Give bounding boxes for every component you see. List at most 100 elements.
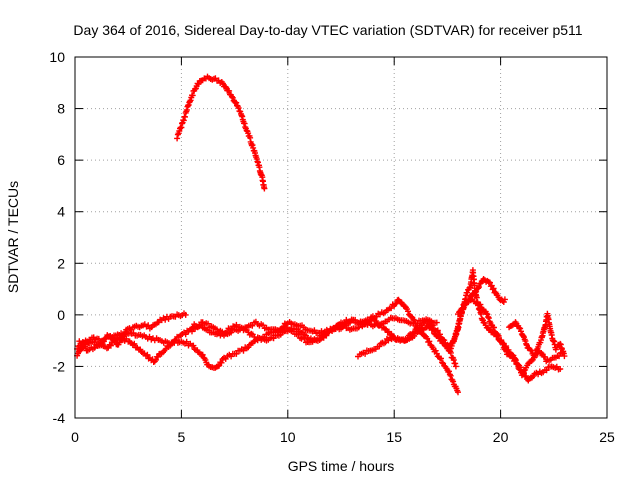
x-tick-label: 20 — [493, 429, 509, 445]
data-point — [218, 359, 225, 366]
data-point — [295, 331, 302, 338]
x-tick-label: 5 — [178, 429, 186, 445]
data-point — [240, 347, 247, 354]
data-point — [491, 324, 497, 331]
data-point — [174, 135, 181, 142]
x-axis-label: GPS time / hours — [288, 458, 395, 474]
data-points — [74, 73, 568, 396]
data-point — [219, 80, 226, 87]
data-point — [523, 373, 530, 379]
data-point — [501, 296, 508, 303]
data-point — [332, 326, 339, 332]
data-point — [455, 389, 461, 396]
data-point — [483, 310, 490, 317]
data-point — [107, 342, 114, 349]
data-point — [531, 354, 538, 361]
x-tick-label: 10 — [280, 429, 296, 445]
data-point — [311, 327, 318, 334]
data-point — [82, 343, 89, 350]
data-point — [518, 328, 524, 335]
data-point — [473, 288, 480, 295]
data-point — [205, 320, 211, 327]
data-point — [362, 350, 369, 357]
data-point — [155, 353, 161, 360]
data-point — [430, 326, 436, 333]
data-point — [233, 350, 240, 357]
data-point — [195, 81, 202, 88]
y-axis-label: SDTVAR / TECUs — [5, 181, 21, 293]
y-tick-label: -2 — [53, 358, 66, 374]
data-point — [475, 285, 482, 292]
data-point — [450, 378, 457, 385]
data-point — [182, 331, 189, 338]
data-point — [392, 301, 399, 308]
chart-title: Day 364 of 2016, Sidereal Day-to-day VTE… — [73, 22, 582, 38]
data-point — [485, 315, 492, 322]
data-point — [199, 351, 206, 358]
data-point — [476, 284, 482, 291]
data-point — [433, 319, 440, 326]
data-point — [229, 94, 236, 101]
x-tick-label: 25 — [599, 429, 615, 445]
data-point — [183, 338, 190, 345]
data-point — [495, 332, 502, 339]
data-point — [316, 335, 323, 342]
data-point — [186, 98, 193, 105]
y-tick-label: -4 — [53, 410, 66, 426]
data-point — [439, 359, 446, 366]
data-point — [405, 308, 411, 315]
x-tick-label: 0 — [71, 429, 79, 445]
data-point — [447, 372, 454, 379]
data-point — [95, 335, 102, 342]
data-point — [223, 84, 230, 91]
data-point — [543, 367, 550, 374]
x-tick-label: 15 — [386, 429, 402, 445]
series-arc-g — [455, 296, 564, 384]
y-tick-label: 10 — [49, 49, 65, 65]
data-point — [472, 289, 479, 296]
data-point — [446, 368, 452, 375]
y-tick-label: 4 — [57, 204, 65, 220]
data-point — [528, 358, 535, 364]
data-point — [557, 366, 564, 372]
data-point — [438, 355, 444, 362]
data-point — [426, 338, 433, 345]
data-point — [517, 325, 524, 332]
data-point — [280, 323, 287, 330]
data-point — [528, 347, 535, 354]
data-point — [485, 314, 492, 320]
grid — [75, 57, 607, 418]
series-arc-h — [506, 310, 568, 361]
data-point — [235, 105, 242, 111]
data-point — [556, 353, 563, 360]
series-arc-d — [189, 315, 440, 346]
data-point — [131, 340, 138, 347]
data-point — [190, 342, 197, 349]
series-arc-high — [174, 73, 268, 192]
data-point — [373, 318, 379, 325]
data-point — [494, 332, 501, 338]
data-point — [561, 353, 568, 360]
data-point — [500, 341, 506, 348]
data-point — [432, 347, 439, 354]
y-tick-label: 2 — [57, 255, 65, 271]
data-point — [249, 322, 256, 329]
plot-frame — [74, 56, 608, 419]
data-point — [490, 285, 497, 292]
data-point — [452, 363, 459, 370]
y-tick-label: 0 — [57, 307, 65, 323]
data-point — [260, 322, 266, 329]
data-point — [385, 337, 392, 344]
data-point — [233, 99, 240, 106]
data-point — [144, 351, 151, 358]
data-point — [503, 348, 510, 355]
y-tick-label: 6 — [57, 152, 65, 168]
data-point — [182, 311, 189, 318]
data-point — [459, 305, 466, 312]
data-point — [228, 93, 235, 100]
data-point — [301, 335, 308, 342]
data-point — [527, 346, 534, 353]
data-point — [477, 301, 484, 308]
